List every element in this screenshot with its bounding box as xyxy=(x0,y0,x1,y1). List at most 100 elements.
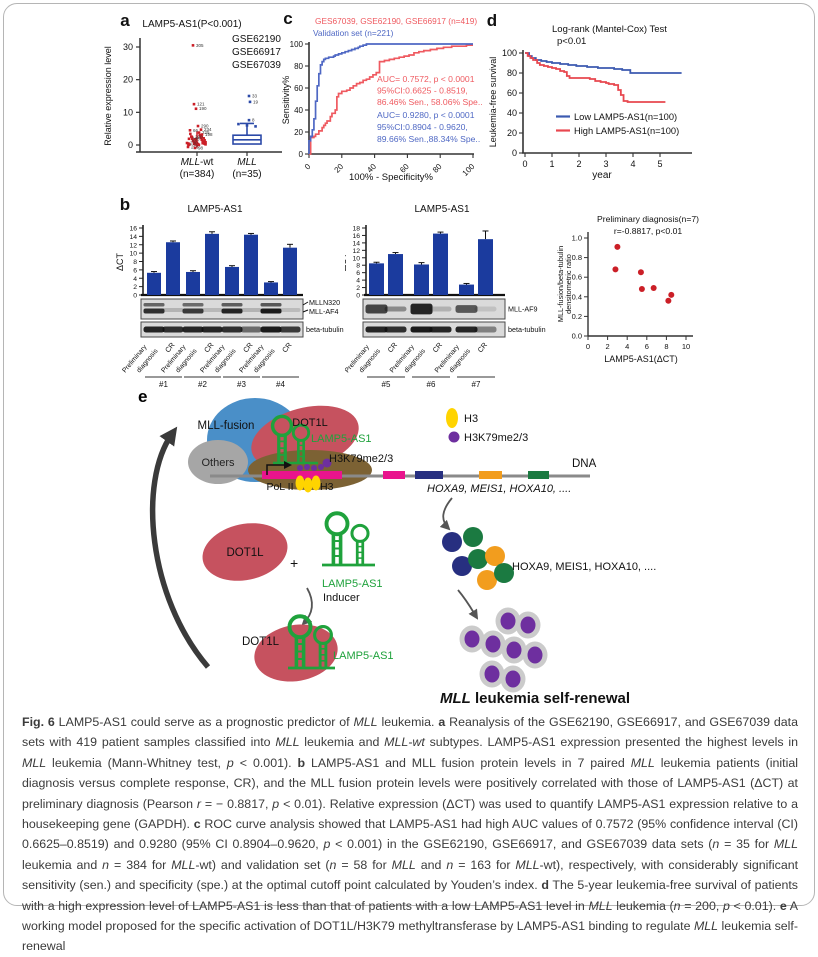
data-point xyxy=(190,135,194,139)
caption-segment: MLL xyxy=(515,857,540,872)
blot-band xyxy=(429,326,452,333)
lane-label: CR xyxy=(280,341,294,355)
x-tick: 6 xyxy=(645,342,649,351)
y-tick: 0 xyxy=(356,293,360,300)
caption-segment: leukemia and xyxy=(299,735,385,750)
chart-title: LAMP5-AS1 xyxy=(187,204,242,215)
data-point xyxy=(188,128,192,132)
blot-band xyxy=(182,303,204,307)
y-axis-label: Sensitivity% xyxy=(281,76,291,125)
chart-title: Log-rank (Mantel-Cox) Test xyxy=(552,24,667,35)
h3k79-dot xyxy=(304,464,310,470)
caption-segment: MLL xyxy=(588,898,613,913)
blot-band xyxy=(182,308,204,314)
h3k79-dot xyxy=(318,464,324,470)
roc-title-datasets: GES67039, GSE62190, GSE66917 (n=419) xyxy=(315,16,477,26)
panel-b-correlation-chart: Preliminary diagnosis(n=7) r=-0.8817, p<0… xyxy=(556,214,699,364)
caption-segment: MLL xyxy=(22,755,47,770)
plus-sign: + xyxy=(290,555,298,571)
y-tick: 80 xyxy=(294,62,303,71)
caption-segment: p xyxy=(226,755,234,770)
caption-segment: b xyxy=(297,755,306,770)
y-axis-label: Leukemia-free survival xyxy=(488,57,498,148)
binding-arrow-icon xyxy=(301,587,313,626)
point-label: 234 xyxy=(204,127,212,132)
data-point xyxy=(200,133,204,136)
caption-segment: MLL xyxy=(171,857,196,872)
figure-page: { "colors": { "accent_red": "#cb1f27", "… xyxy=(3,3,815,954)
group-number: #1 xyxy=(159,380,168,389)
bar xyxy=(388,254,403,295)
data-point xyxy=(668,291,675,298)
data-point xyxy=(247,94,251,98)
blot-label: MLL-AF9 xyxy=(508,305,538,314)
x-tick: 5 xyxy=(657,159,662,169)
dataset-name: GSE62190 xyxy=(232,34,281,45)
bar xyxy=(414,264,429,295)
caption-segment: p xyxy=(272,796,280,811)
blot-box xyxy=(362,298,506,320)
roc-title-validation: Validation set (n=221) xyxy=(313,28,394,38)
leukemia-cells xyxy=(459,607,548,693)
blot-band xyxy=(143,308,165,314)
y-tick: 0 xyxy=(299,150,304,159)
point-label: 290 xyxy=(201,124,209,129)
blot-band xyxy=(429,306,452,312)
y-tick: 6 xyxy=(356,270,360,277)
roc-annotation-blue: 89.66% Sen.,88.34% Spe.. xyxy=(377,134,480,144)
x-tick: 2 xyxy=(576,159,581,169)
caption-segment: < 0.01). Relative expression (ΔCT) was u… xyxy=(22,796,798,832)
y-tick: 18 xyxy=(352,226,360,233)
y-tick: 16 xyxy=(129,226,137,233)
point-label: 198 xyxy=(205,132,213,137)
caption-segment: Reanalysis of the GSE62190, GSE66917, an… xyxy=(22,715,798,750)
gene-box-magenta xyxy=(383,471,405,479)
blot-band xyxy=(221,303,243,307)
gene-box-orange xyxy=(479,471,502,479)
tspan: -wt xyxy=(200,157,214,168)
survival-curve xyxy=(525,52,682,74)
blot-band xyxy=(182,326,204,333)
transcription-arrow-icon xyxy=(439,497,453,531)
point-label: 98 xyxy=(198,145,204,150)
h3-blob xyxy=(311,475,321,491)
data-point xyxy=(614,243,621,250)
caption-segment: -wt), respectively, with considerably si… xyxy=(22,857,799,893)
roc-curve xyxy=(309,44,473,155)
caption-segment: n xyxy=(329,857,337,872)
product-circle xyxy=(442,532,462,552)
legend-entry: High LAMP5-AS1(n=100) xyxy=(574,126,679,136)
dot1l-free-label: DOT1L xyxy=(226,547,264,559)
blot-band xyxy=(384,306,407,312)
self-renewal-arrow-icon xyxy=(457,589,479,620)
product-circle xyxy=(485,546,505,566)
caption-segment: = 58 for xyxy=(336,857,392,872)
blot-band xyxy=(162,326,184,333)
roc-annotation-red: 86.46% Sen., 58.06% Spe.. xyxy=(377,97,483,107)
mll-fusion-label: MLL-fusion xyxy=(198,420,255,432)
y-tick: 100 xyxy=(290,40,304,49)
dot1l-free-ellipse xyxy=(202,523,288,581)
hoxa-products-label: HOXA9, MEIS1, HOXA10, .... xyxy=(512,561,656,573)
line xyxy=(302,309,309,313)
x-axis-label: LAMP5-AS1(ΔCT) xyxy=(604,354,678,364)
data-point xyxy=(638,285,645,292)
caption-segment: = − 0.8817, xyxy=(200,796,273,811)
inducer-label: Inducer xyxy=(323,592,360,604)
others-ellipse xyxy=(188,440,248,484)
data-point xyxy=(201,141,204,145)
point-label: 121 xyxy=(197,102,205,107)
data-point xyxy=(191,139,195,143)
point-label: 235 xyxy=(192,136,200,141)
group-n: (n=384) xyxy=(180,169,215,180)
bar xyxy=(283,247,297,295)
legend-h3-label: H3 xyxy=(464,413,478,425)
point-label: 230 xyxy=(190,141,198,146)
blot-band xyxy=(279,308,301,312)
group-number: #3 xyxy=(237,380,246,389)
blot-band xyxy=(455,326,478,333)
roc-annotation-red: AUC= 0.7572, p < 0.0001 xyxy=(377,74,475,84)
y-tick: 40 xyxy=(294,106,303,115)
point-label: 8 xyxy=(252,118,255,123)
